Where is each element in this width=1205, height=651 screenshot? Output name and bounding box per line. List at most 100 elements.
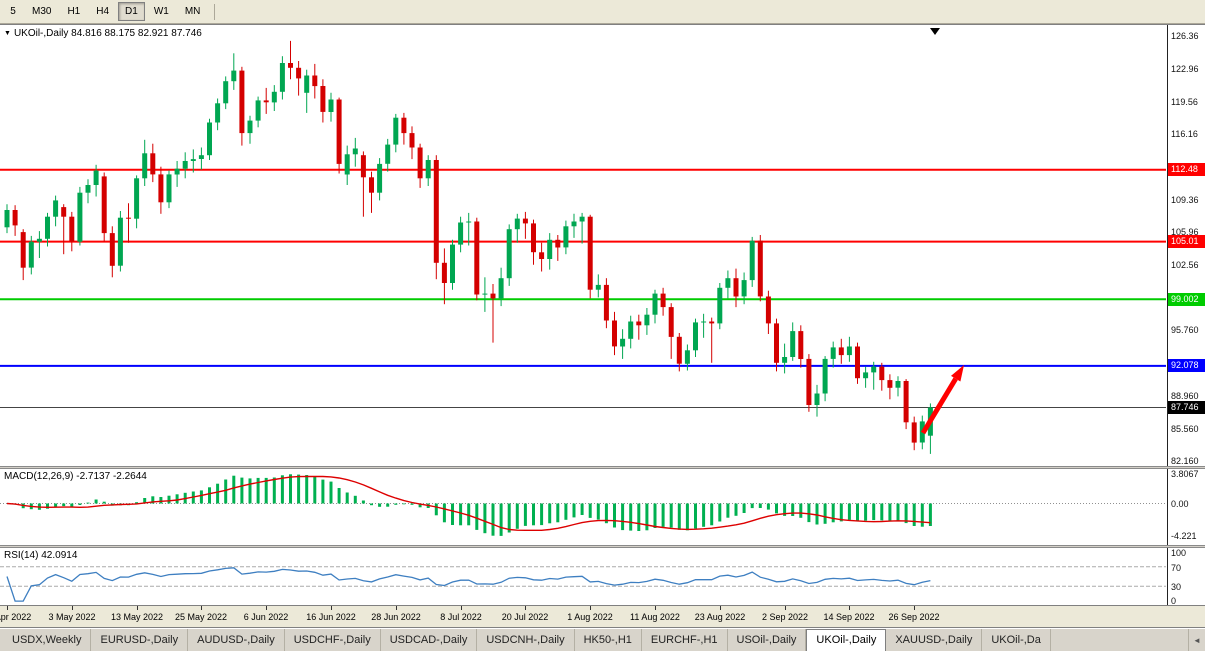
price-tick: 95.760 [1171, 325, 1199, 335]
candle [522, 218, 528, 224]
candle [765, 296, 771, 324]
candle [612, 320, 617, 347]
candle [798, 331, 804, 359]
candle [466, 221, 472, 223]
candle [433, 160, 439, 263]
candle [863, 372, 869, 379]
candle [263, 100, 269, 103]
candle [20, 232, 26, 268]
price-level-label: 112.48 [1168, 163, 1205, 176]
candle [271, 91, 277, 103]
candle [134, 178, 140, 219]
date-label: 28 Jun 2022 [371, 612, 421, 622]
candle [563, 226, 569, 248]
chart-tab-usdx-weekly[interactable]: USDX,Weekly [3, 629, 92, 651]
chart-tab-eurusd-daily[interactable]: EURUSD-,Daily [91, 629, 189, 651]
timeframe-button-d1[interactable]: D1 [118, 2, 145, 21]
date-label: 11 Aug 2022 [630, 612, 680, 622]
candle [312, 75, 318, 87]
timeframe-button-w1[interactable]: W1 [153, 6, 169, 17]
candle [571, 221, 577, 227]
toolbar-separator [214, 3, 216, 20]
timeframe-button-h4[interactable]: H4 [96, 6, 110, 17]
candle [733, 278, 739, 297]
chart-window: ▼ UKOil-,Daily 84.816 88.175 82.921 87.74… [0, 24, 1205, 628]
date-label: 1 Aug 2022 [567, 612, 613, 622]
time-tick [396, 606, 397, 610]
candle [393, 117, 399, 145]
candle [855, 346, 860, 379]
price-tick: 122.96 [1171, 64, 1199, 74]
date-label: 3 May 2022 [48, 612, 96, 622]
chart-tab-usdcad-daily[interactable]: USDCAD-,Daily [381, 629, 478, 651]
price-level-label: 92.078 [1168, 359, 1205, 372]
candle [458, 222, 464, 245]
candle [61, 207, 67, 217]
candle [790, 331, 796, 357]
macd-scale-tick: 0.00 [1171, 499, 1189, 509]
candle [595, 284, 601, 290]
chart-tab-hk50-h1[interactable]: HK50-,H1 [575, 629, 642, 651]
chart-tab-ukoil-daily[interactable]: UKOil-,Daily [806, 629, 887, 651]
pane-separator[interactable] [0, 466, 1205, 469]
candle [636, 321, 642, 326]
chart-shift-marker-icon[interactable] [930, 28, 940, 35]
candle [555, 239, 561, 248]
chart-tab-usdchf-daily[interactable]: USDCHF-,Daily [285, 629, 381, 651]
price-tick: 105.96 [1171, 227, 1199, 237]
candle [142, 153, 148, 179]
candle [757, 240, 763, 297]
date-label: 23 Aug 2022 [694, 612, 746, 622]
candle [879, 366, 885, 381]
chart-tab-eurchf-h1[interactable]: EURCHF-,H1 [642, 629, 728, 651]
time-tick [331, 606, 332, 610]
candle [279, 63, 285, 92]
timeframe-button-5[interactable]: 5 [10, 6, 16, 17]
candle [871, 366, 877, 373]
chart-tab-xauusd-daily[interactable]: XAUUSD-,Daily [886, 629, 983, 651]
trend-arrow[interactable] [920, 365, 964, 435]
pane-separator[interactable] [0, 545, 1205, 548]
candle [814, 393, 820, 405]
candle [911, 422, 917, 443]
timeframe-button-m30[interactable]: M30 [32, 6, 52, 17]
timeframe-button-mn[interactable]: MN [184, 6, 201, 17]
price-scale[interactable]: 126.36122.96119.56116.16112.76109.36105.… [1167, 25, 1205, 466]
chart-tabs: USDX,Weekly EURUSD-,Daily AUDUSD-,Daily USD… [0, 629, 1188, 651]
chart-tab-usdcnh-daily[interactable]: USDCNH-,Daily [477, 629, 575, 651]
price-tick: 85.560 [1171, 424, 1199, 434]
candle [887, 380, 893, 388]
macd-scale[interactable]: 3.8067 0.00 -4.221 [1167, 469, 1205, 545]
candle [660, 293, 666, 308]
candle [903, 381, 909, 423]
candle [53, 200, 59, 217]
chart-tab-ukoil-da[interactable]: UKOil-,Da [982, 629, 1051, 651]
macd-label: MACD(12,26,9) -2.7137 -2.2644 [4, 471, 147, 482]
candle [336, 99, 342, 164]
price-tick: 109.36 [1171, 195, 1199, 205]
macd-chart[interactable]: MACD(12,26,9) -2.7137 -2.2644 [0, 469, 1167, 545]
macd-current-values: -2.7137 -2.2644 [76, 471, 147, 482]
time-axis[interactable]: 21 Apr 2022 3 May 2022 13 May 2022 25 May 2… [0, 605, 1205, 627]
chart-tab-audusd-daily[interactable]: AUDUSD-,Daily [188, 629, 285, 651]
candle [12, 210, 18, 226]
rsi-chart[interactable]: RSI(14) 42.0914 [0, 548, 1167, 605]
rsi-scale[interactable]: 100 70 30 0 [1167, 548, 1205, 605]
rsi-current-value: 42.0914 [41, 550, 78, 561]
tab-scroll-left-button[interactable]: ◄ [1188, 629, 1205, 651]
timeframe-button-h1[interactable]: H1 [67, 6, 81, 17]
candle [255, 100, 261, 121]
chart-tab-usoil-daily[interactable]: USOil-,Daily [728, 629, 807, 651]
candle [717, 287, 723, 324]
candle [806, 358, 812, 405]
macd-name: MACD(12,26,9) [4, 471, 74, 482]
candle [668, 307, 674, 337]
candle [328, 99, 334, 112]
date-label: 20 Jul 2022 [501, 612, 549, 622]
time-tick [655, 606, 656, 610]
date-label: 26 Sep 2022 [888, 612, 940, 622]
rsi-line [6, 567, 931, 602]
candle [441, 262, 447, 283]
price-chart[interactable]: ▼ UKOil-,Daily 84.816 88.175 82.921 87.74… [0, 25, 1167, 466]
chart-title-arrow-icon: ▼ [4, 30, 11, 37]
